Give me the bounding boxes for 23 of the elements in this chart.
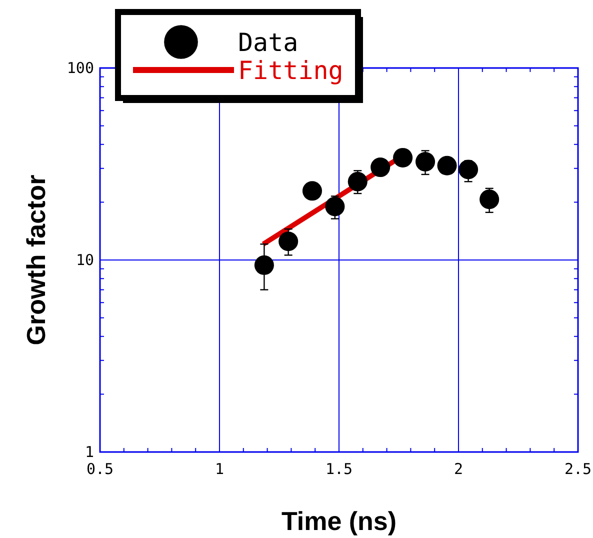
y-tick-label: 10 bbox=[76, 251, 94, 269]
y-tick-label: 1 bbox=[84, 443, 94, 461]
point bbox=[480, 190, 500, 210]
x-axis-title: Time (ns) bbox=[281, 506, 397, 536]
x-tick-label: 1.5 bbox=[325, 460, 353, 478]
y-axis-title: Growth factor bbox=[21, 174, 51, 346]
legend-label: Data bbox=[238, 28, 298, 57]
point bbox=[393, 148, 413, 168]
point bbox=[278, 232, 298, 252]
point bbox=[302, 181, 322, 201]
point bbox=[370, 158, 390, 178]
point bbox=[325, 196, 345, 216]
point bbox=[437, 156, 457, 176]
x-tick-label: 2 bbox=[454, 460, 464, 478]
legend-label: Fitting bbox=[238, 56, 344, 85]
point bbox=[458, 160, 478, 180]
x-tick-label: 0.5 bbox=[86, 460, 114, 478]
point bbox=[348, 172, 368, 192]
y-tick-label: 100 bbox=[66, 59, 94, 77]
x-tick-label: 2.5 bbox=[564, 460, 592, 478]
point bbox=[254, 255, 274, 275]
point bbox=[416, 152, 436, 172]
x-tick-label: 1 bbox=[214, 460, 224, 478]
